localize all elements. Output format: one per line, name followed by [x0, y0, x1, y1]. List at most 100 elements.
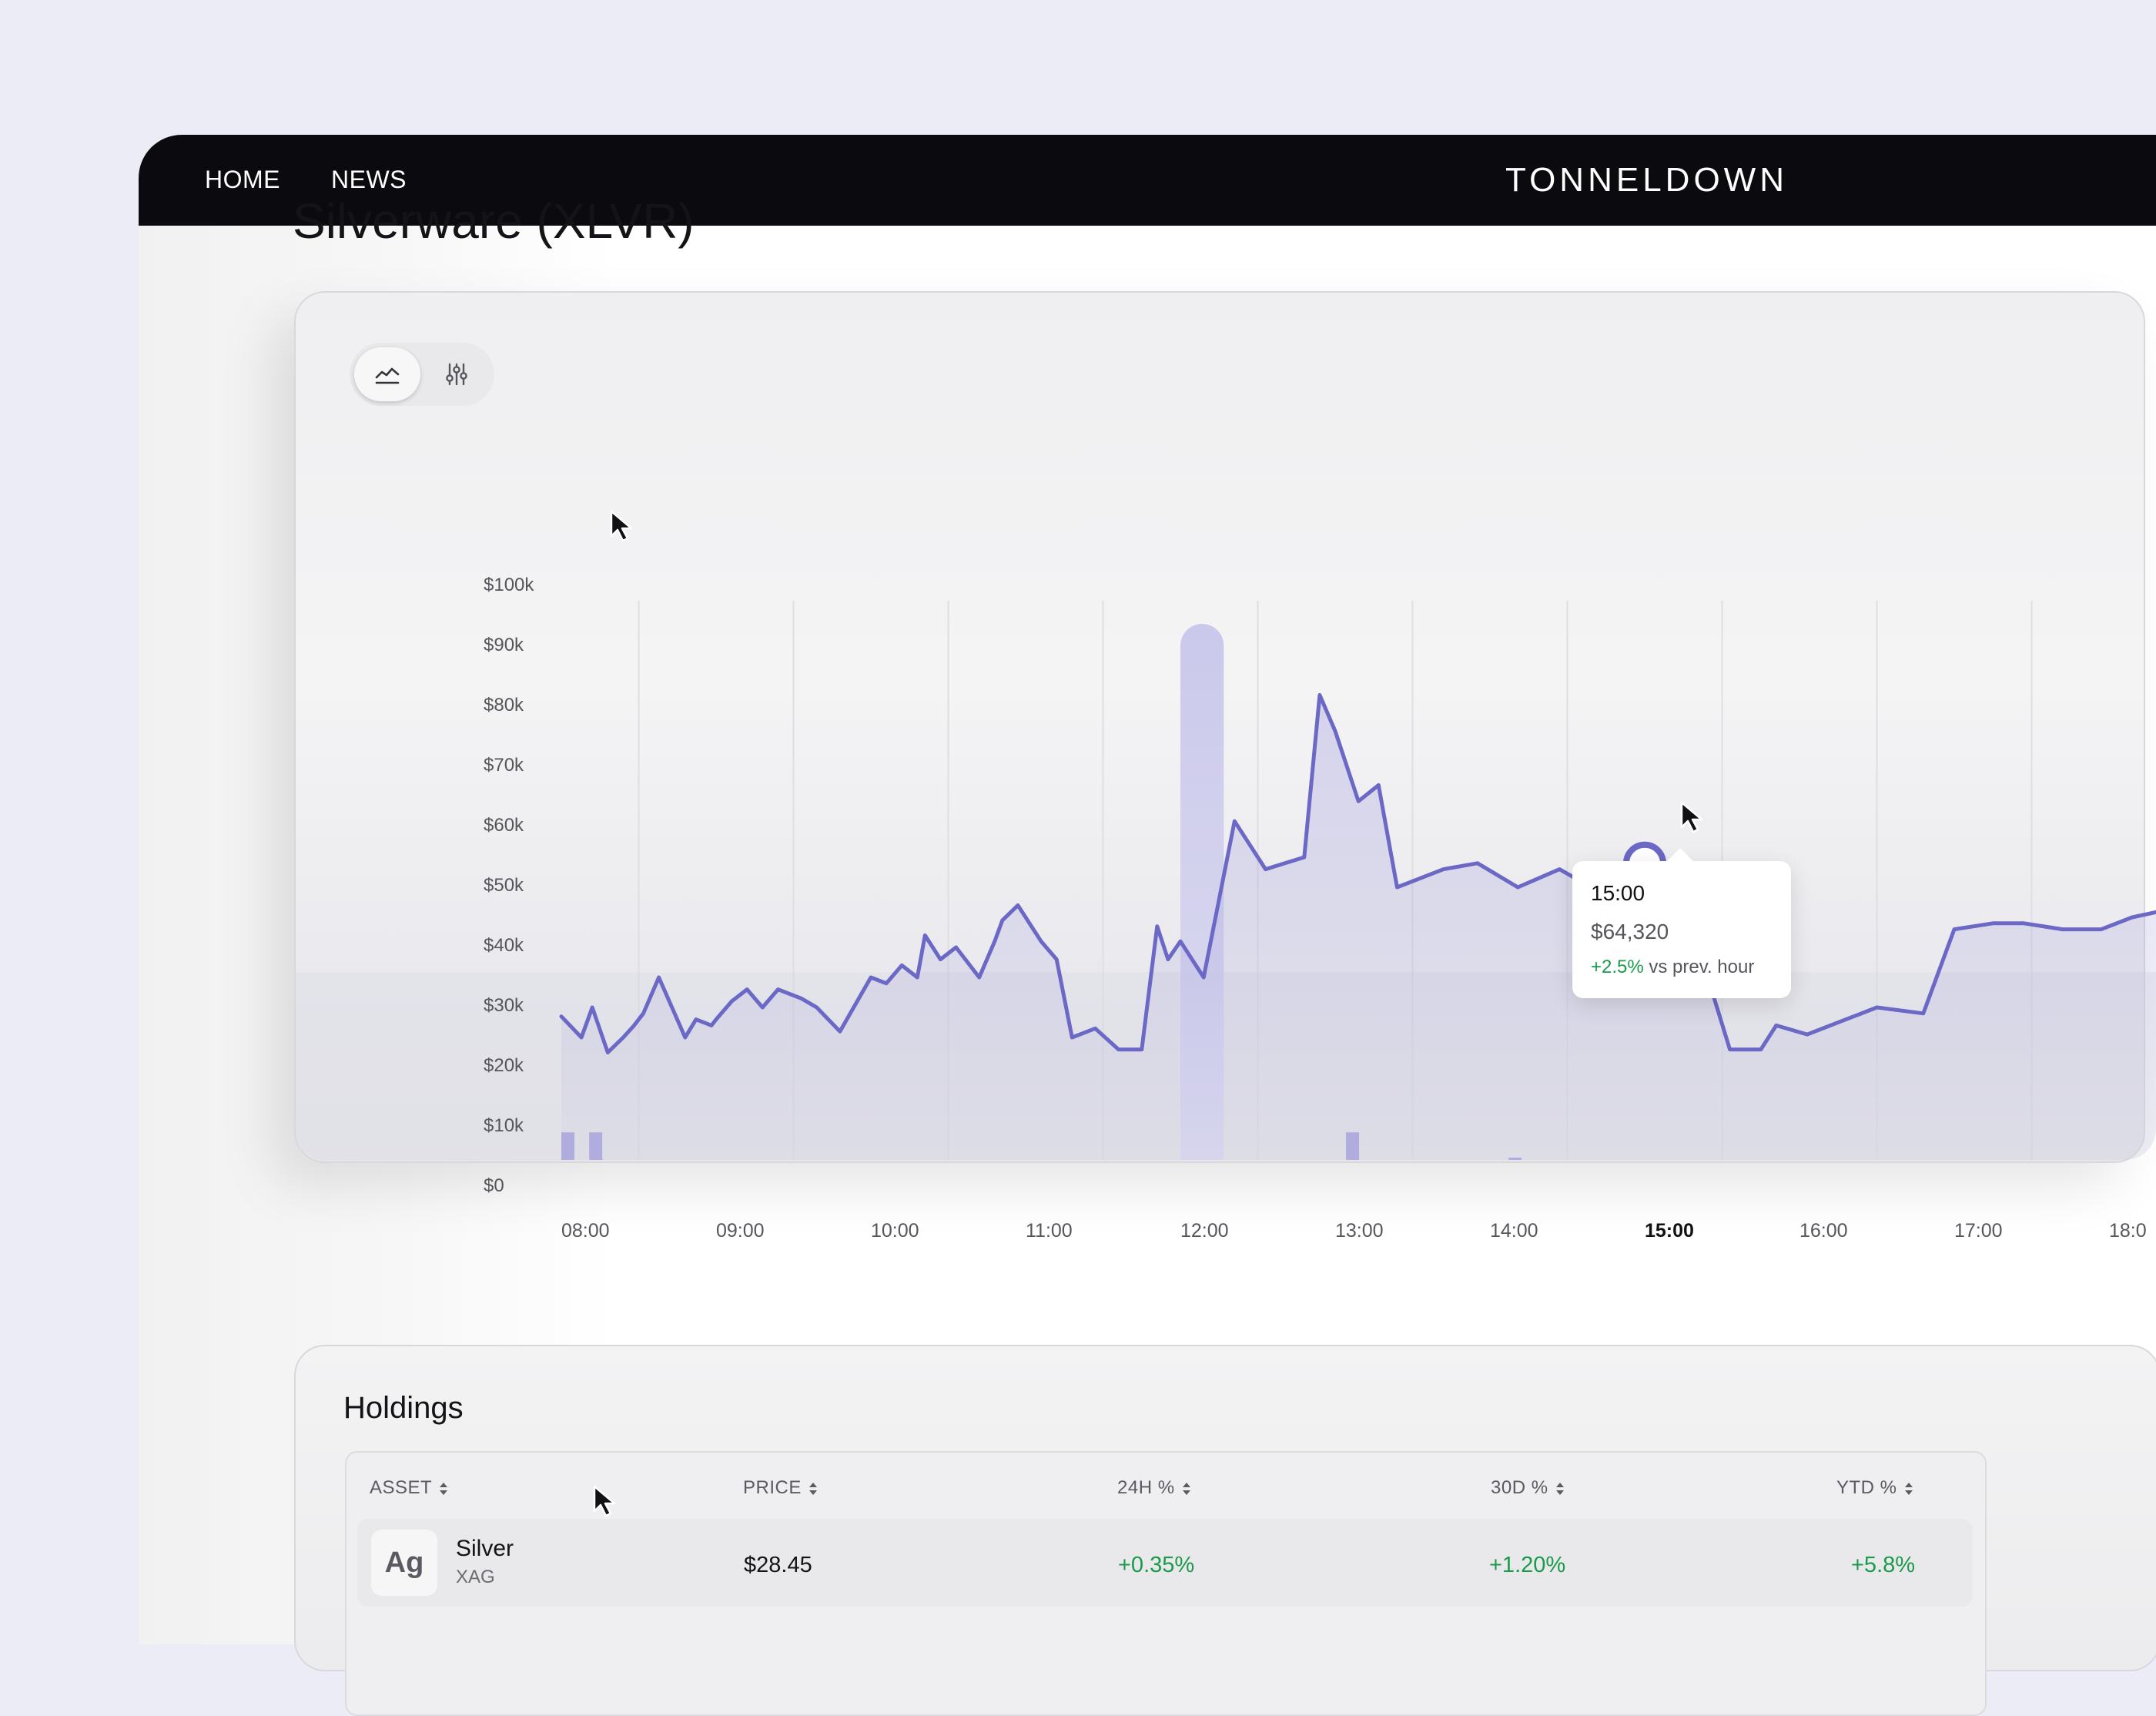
tooltip-change: +2.5% vs prev. hour [1591, 957, 1754, 978]
volume-bar [1996, 1181, 2009, 1198]
volume-bar [1157, 1195, 1170, 1198]
volume-bar [1211, 1188, 1224, 1198]
tooltip-time: 15:00 [1591, 881, 1645, 905]
volume-bar [1833, 1170, 1846, 1198]
column-header-label: 30D % [1491, 1477, 1548, 1498]
x-tick-label: 11:00 [1026, 1220, 1073, 1242]
column-header-price[interactable]: PRICE [743, 1477, 819, 1499]
chart-view-toggle [350, 343, 494, 406]
volume-bar [1753, 1195, 1766, 1198]
volume-bar [995, 1184, 1008, 1198]
x-tick-label: 16:00 [1799, 1220, 1848, 1242]
x-tick-label: 09:00 [716, 1220, 765, 1242]
volume-bar [1536, 1195, 1549, 1198]
sort-icon [1182, 1482, 1190, 1495]
volume-bar [1428, 1188, 1441, 1198]
y-tick-label: $30k [484, 995, 524, 1016]
volume-bar [1508, 1157, 1522, 1160]
volume-bar [2132, 1181, 2145, 1198]
x-tick-label: 12:00 [1180, 1220, 1229, 1242]
volume-bar [1320, 1181, 1333, 1198]
page-title: Silverware (XLVR) [293, 193, 695, 249]
filters-button[interactable] [424, 347, 490, 401]
volume-bar [2024, 1195, 2037, 1198]
volume-bar [1942, 1181, 1955, 1198]
x-tick-label: 08:00 [561, 1220, 610, 1242]
asset-price: $28.45 [744, 1553, 812, 1577]
sort-icon [808, 1482, 817, 1495]
y-tick-label: $80k [484, 695, 524, 716]
volume-bar [1671, 1195, 1684, 1198]
holdings-title: Holdings [343, 1391, 464, 1425]
column-header-24h[interactable]: 24H % [1117, 1477, 1192, 1499]
volume-bar [1183, 1191, 1197, 1198]
volume-bar [1617, 1181, 1630, 1198]
y-tick-label: $70k [484, 755, 524, 776]
line-chart-button[interactable] [354, 347, 420, 401]
x-tick-label: 15:00 [1645, 1220, 1694, 1242]
tooltip-change-percent: +2.5% [1591, 957, 1644, 977]
volume-bar [1266, 1188, 1279, 1198]
volume-bar [1049, 1181, 1062, 1198]
volume-bar [1374, 1188, 1387, 1198]
column-header-ytd[interactable]: YTD % [1836, 1477, 1914, 1499]
volume-bar [1021, 1181, 1034, 1198]
x-tick-label: 13:00 [1335, 1220, 1384, 1242]
volume-bar [1970, 1181, 1983, 1198]
table-row[interactable]: Ag Silver XAG $28.45 +0.35% +1.20% +5.8% [357, 1519, 1973, 1607]
holdings-table: ASSET PRICE 24H % 30D % YTD % Ag Silver … [345, 1451, 1987, 1716]
nav-news-link[interactable]: NEWS [331, 166, 407, 193]
volume-bar [696, 1191, 709, 1198]
asset-name: Silver [456, 1536, 514, 1561]
volume-bar [940, 1195, 953, 1198]
top-navigation-bar: HOME NEWS TONNELDOWN [139, 135, 2156, 226]
brand-logo[interactable]: TONNELDOWN [1505, 161, 1788, 199]
volume-bar [1726, 1181, 1739, 1198]
volume-bar [1482, 1173, 1495, 1198]
volume-bar [1916, 1195, 1929, 1198]
y-tick-label: $90k [484, 635, 524, 655]
y-tick-label: $40k [484, 935, 524, 956]
asset-symbol-badge: Ag [371, 1530, 437, 1596]
volume-bar [1562, 1191, 1575, 1198]
volume-bar [1645, 1181, 1658, 1198]
mouse-cursor-icon [1680, 801, 1703, 833]
sort-icon [1555, 1482, 1564, 1495]
column-header-label: YTD % [1836, 1477, 1897, 1498]
volume-bar [2051, 1191, 2064, 1198]
volume-bar [1699, 1191, 1712, 1198]
volume-bar [1237, 1188, 1250, 1198]
volume-bar [1130, 1181, 1143, 1198]
sliders-icon [446, 363, 467, 386]
volume-bar [750, 1177, 763, 1198]
volume-bar [670, 1181, 683, 1198]
line-chart-icon [375, 367, 400, 384]
mouse-cursor-icon [593, 1485, 616, 1517]
y-tick-label: $50k [484, 875, 524, 896]
x-tick-label: 17:00 [1954, 1220, 2003, 1242]
volume-bar [642, 1192, 655, 1198]
price-line-chart[interactable] [0, 0, 2156, 1617]
volume-bar [1888, 1195, 1901, 1198]
volume-bar [1400, 1188, 1413, 1198]
column-header-label: ASSET [370, 1477, 433, 1498]
y-tick-label: $0 [484, 1175, 504, 1196]
column-header-asset[interactable]: ASSET [370, 1477, 449, 1499]
column-header-30d[interactable]: 30D % [1491, 1477, 1565, 1499]
volume-bar [2104, 1181, 2118, 1198]
volume-bar [1075, 1195, 1088, 1198]
y-tick-label: $100k [484, 575, 534, 595]
holdings-card: Holdings ASSET PRICE 24H % 30D % YTD % A… [294, 1345, 2156, 1716]
volume-bar [724, 1184, 737, 1199]
volume-bar [1292, 1188, 1305, 1198]
nav-home-link[interactable]: HOME [205, 166, 280, 193]
asset-change-ytd: +5.8% [1851, 1553, 1916, 1577]
volume-bar [967, 1191, 980, 1198]
volume-bar [832, 1164, 845, 1198]
asset-ticker: XAG [456, 1567, 495, 1587]
y-tick-label: $60k [484, 815, 524, 836]
price-area [561, 695, 2156, 1160]
tooltip-value: $64,320 [1591, 920, 1669, 943]
mouse-cursor-icon [610, 510, 633, 542]
column-header-label: PRICE [743, 1477, 802, 1498]
